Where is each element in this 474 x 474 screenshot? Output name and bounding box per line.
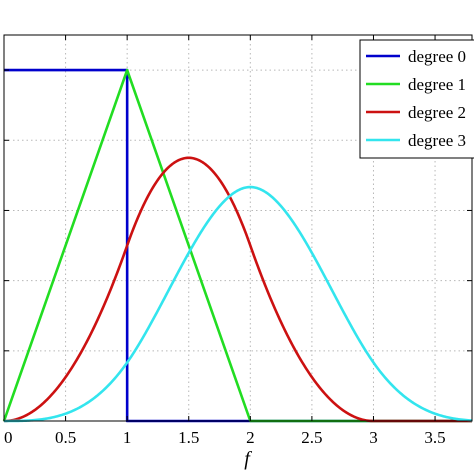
legend: degree 0 degree 1 degree 2 degree 3 — [359, 39, 474, 159]
x-tick-label-3: 1.5 — [178, 428, 199, 447]
plot-frame — [3, 34, 473, 422]
legend-label-3: degree 3 — [408, 131, 466, 150]
x-tick-label-4: 2 — [246, 428, 255, 447]
x-tick-label-2: 1 — [123, 428, 132, 447]
tick-labels: 0 0.5 1 1.5 2 2.5 3 3.5 — [4, 428, 446, 447]
series-line-3 — [3, 185, 473, 423]
legend-label-1: degree 1 — [408, 75, 466, 94]
legend-label-0: degree 0 — [408, 47, 466, 66]
x-axis-label: f — [244, 448, 252, 470]
legend-label-2: degree 2 — [408, 103, 466, 122]
legend-box — [359, 39, 474, 159]
series-line-2 — [3, 156, 473, 423]
x-tick-label-5: 2.5 — [301, 428, 322, 447]
x-tick-label-6: 3 — [369, 428, 378, 447]
x-tick-label-1: 0.5 — [55, 428, 76, 447]
x-tick-label-7: 3.5 — [424, 428, 445, 447]
x-tick-label-0: 0 — [4, 428, 13, 447]
